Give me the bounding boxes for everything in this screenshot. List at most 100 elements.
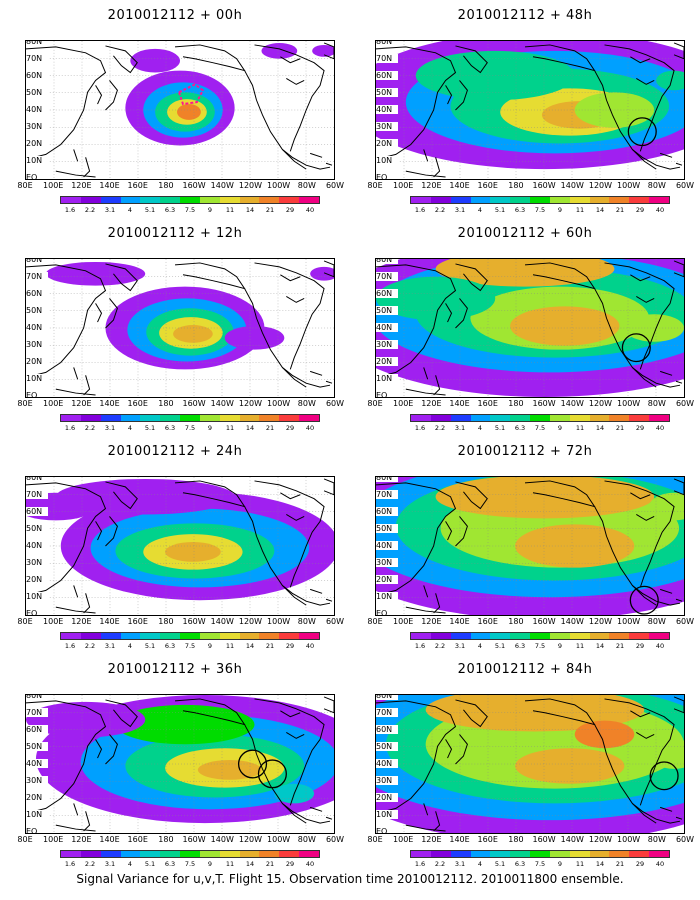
colorbar-level-label: 5.1 xyxy=(144,424,156,432)
colorbar-level-label: 14 xyxy=(245,206,255,214)
colorbar-level-label: 40 xyxy=(305,206,315,214)
colorbar-level-label: 4 xyxy=(127,206,133,214)
longitude-label: 100W xyxy=(617,617,641,626)
colorbar-swatch xyxy=(140,415,161,421)
panel-title: 2010012112 + 24h xyxy=(107,444,243,459)
coastline xyxy=(280,710,305,739)
variance-contour xyxy=(165,542,221,562)
coastline xyxy=(376,482,457,596)
colorbar-level-label: 21 xyxy=(615,424,625,432)
coastline xyxy=(55,803,96,832)
latitude-label: 30N xyxy=(26,340,48,349)
latitude-label: 60N xyxy=(26,71,48,80)
colorbar-level-label: 4 xyxy=(477,860,483,868)
colorbar-swatch xyxy=(589,197,610,203)
longitude-label: 160E xyxy=(127,399,148,408)
longitude-label: 160E xyxy=(477,617,498,626)
figure-caption: Signal Variance for u,v,T. Flight 15. Ob… xyxy=(76,872,624,886)
colorbar-swatch xyxy=(411,633,431,639)
latitude-label: 70N xyxy=(26,708,48,717)
coastline xyxy=(445,734,468,765)
colorbar-swatch xyxy=(411,197,431,203)
colorbar-swatch xyxy=(430,197,451,203)
longitude-label: 80W xyxy=(297,835,316,844)
latitude-label: 30N xyxy=(26,776,48,785)
colorbar-level-label: 9 xyxy=(207,642,213,650)
colorbar-swatch xyxy=(239,633,260,639)
latitude-label: 50N xyxy=(26,742,48,751)
latitude-label: 10N xyxy=(26,592,48,601)
coastline xyxy=(105,45,138,74)
colorbar-swatch xyxy=(609,415,630,421)
latitude-label: 80N xyxy=(26,259,48,264)
colorbar-swatch xyxy=(470,415,491,421)
latitude-label: 70N xyxy=(376,54,398,63)
colorbar-level-label: 3.1 xyxy=(104,860,116,868)
colorbar-labels: 1.6 2.2 3.1 4 5.1 6.3 7.5 9 11 14 21 29 40 xyxy=(60,424,320,434)
longitude-label: 60W xyxy=(675,835,695,844)
latitude-label: 60N xyxy=(26,289,48,298)
longitude-label: 140W xyxy=(560,181,584,190)
colorbar-level-label: 2.2 xyxy=(434,424,446,432)
latitude-label: 30N xyxy=(376,776,398,785)
latitude-label: 50N xyxy=(376,742,398,751)
coastline xyxy=(632,585,681,606)
coastline xyxy=(659,152,683,166)
colorbar-level-label: 5.1 xyxy=(494,206,506,214)
coastline xyxy=(405,585,446,614)
latitude-label: 10N xyxy=(376,592,398,601)
coastline xyxy=(405,367,446,396)
latitude-label: 60N xyxy=(26,725,48,734)
longitude-label: 80W xyxy=(647,835,666,844)
colorbar-labels: 1.6 2.2 3.1 4 5.1 6.3 7.5 9 11 14 21 29 40 xyxy=(60,642,320,652)
longitude-label: 160E xyxy=(477,181,498,190)
colorbar-swatch xyxy=(80,415,101,421)
variance-contour xyxy=(55,478,235,515)
longitude-label: 100E xyxy=(43,181,64,190)
longitude-label: 120E xyxy=(421,181,442,190)
coastline xyxy=(55,149,96,178)
coastline xyxy=(254,44,325,152)
colorbar-level-label: 29 xyxy=(285,860,295,868)
longitude-label: 60W xyxy=(675,399,695,408)
coastline xyxy=(673,260,684,278)
coastline xyxy=(659,806,683,820)
colorbar-swatch xyxy=(199,197,220,203)
latitude-label: 60N xyxy=(376,71,398,80)
coastline xyxy=(376,264,457,378)
variance-contour xyxy=(510,306,620,346)
variance-contour xyxy=(310,266,334,281)
colorbar-swatch xyxy=(549,633,570,639)
colorbar-labels: 1.6 2.2 3.1 4 5.1 6.3 7.5 9 11 14 21 29 40 xyxy=(60,206,320,216)
longitude-label: 180 xyxy=(508,617,524,626)
coastline xyxy=(604,44,675,152)
longitude-label: 160E xyxy=(127,617,148,626)
coastline xyxy=(174,44,246,72)
coastline xyxy=(445,516,468,547)
colorbar-swatch xyxy=(259,197,280,203)
colorbar-swatch xyxy=(450,197,471,203)
longitude-label: 80E xyxy=(17,399,33,408)
coastline xyxy=(524,698,596,726)
longitude-label: 80W xyxy=(647,617,666,626)
longitude-label: 140E xyxy=(449,399,470,408)
colorbar xyxy=(410,196,670,204)
coastline xyxy=(323,260,334,278)
colorbar-level-label: 40 xyxy=(305,642,315,650)
latitude-label: 20N xyxy=(376,139,398,148)
colorbar-swatch xyxy=(470,633,491,639)
latitude-label: 10N xyxy=(26,810,48,819)
colorbar-swatch xyxy=(411,851,431,857)
variance-contour xyxy=(130,48,180,73)
colorbar-swatch xyxy=(279,197,300,203)
variance-contour xyxy=(515,748,625,784)
colorbar-swatch xyxy=(490,851,511,857)
longitude-label: 60W xyxy=(325,835,345,844)
colorbar-swatch xyxy=(219,415,240,421)
coastline xyxy=(323,42,334,60)
colorbar-level-label: 7.5 xyxy=(534,642,546,650)
colorbar-swatch xyxy=(510,415,531,421)
colorbar-level-label: 29 xyxy=(285,206,295,214)
colorbar-level-label: 4 xyxy=(477,642,483,650)
colorbar-level-label: 14 xyxy=(595,424,605,432)
